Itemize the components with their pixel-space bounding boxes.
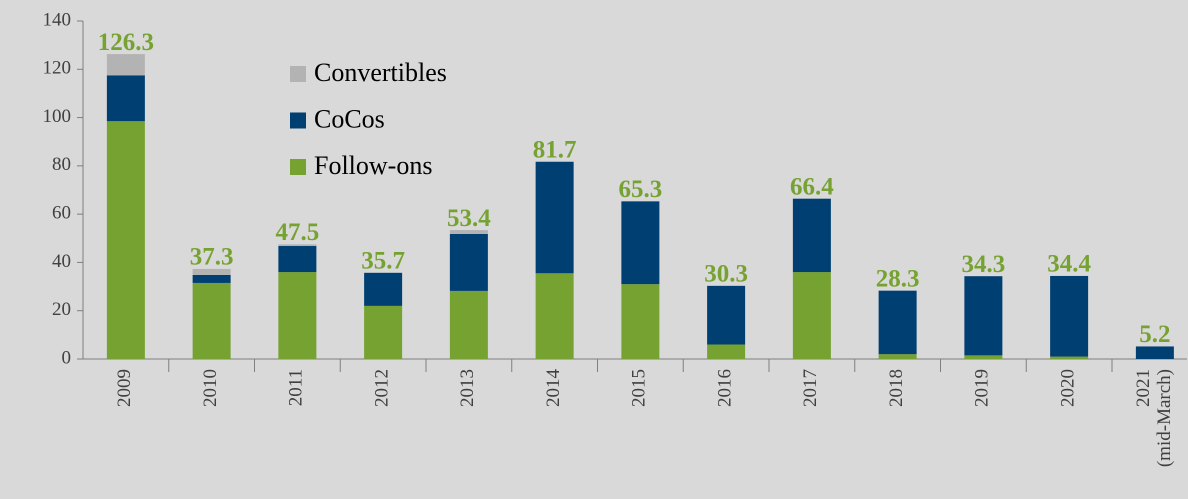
bar-segment <box>535 273 574 359</box>
x-tick-label: 2016 <box>714 369 735 407</box>
bar-segment <box>106 121 145 359</box>
total-label: 47.5 <box>276 219 320 246</box>
x-tick-label: 2014 <box>543 369 564 408</box>
x-tick-label: 2009 <box>114 369 135 407</box>
x-tick-label: 2015 <box>629 369 650 407</box>
total-label: 28.3 <box>876 265 920 292</box>
bar-segment <box>621 201 660 285</box>
bar-segment <box>192 274 231 283</box>
bar-segment <box>535 161 574 274</box>
bar-segment <box>621 284 660 359</box>
total-label: 5.2 <box>1139 321 1170 348</box>
bar-segment <box>449 290 488 359</box>
bar-segment <box>707 285 746 345</box>
total-label: 34.4 <box>1047 251 1091 278</box>
bar-segment <box>792 198 831 273</box>
total-label: 126.3 <box>98 29 154 56</box>
total-label: 35.7 <box>361 248 405 275</box>
bar-segment <box>449 230 488 234</box>
y-tick-label: 20 <box>52 299 71 320</box>
y-tick-label: 40 <box>52 251 71 272</box>
bar-segment <box>878 354 917 359</box>
bar-segment <box>792 272 831 359</box>
legend-label: CoCos <box>314 104 385 133</box>
x-tick-label: 2012 <box>371 369 392 407</box>
x-tick-label: 2018 <box>886 369 907 407</box>
bar-segment <box>106 54 145 76</box>
total-label: 81.7 <box>533 136 577 163</box>
y-tick-label: 0 <box>62 347 72 368</box>
legend-label: Convertibles <box>314 58 447 87</box>
bar-segment <box>106 75 145 122</box>
x-tick-label: 2017 <box>800 369 821 407</box>
bar-segment <box>278 246 317 273</box>
bar-segment <box>449 233 488 291</box>
bar-segment <box>192 268 231 275</box>
x-tick-label: 2013 <box>457 369 478 407</box>
total-label: 37.3 <box>190 244 234 271</box>
total-label: 65.3 <box>619 176 663 203</box>
bar-segment <box>878 290 917 355</box>
bar-segment <box>1135 346 1174 359</box>
x-tick-label: 2019 <box>972 369 993 407</box>
bar-segment <box>964 355 1003 359</box>
x-tick-label: 2011 <box>286 369 307 406</box>
y-tick-label: 140 <box>43 9 72 30</box>
bar-segment <box>1050 275 1089 357</box>
bar-segment <box>964 276 1003 356</box>
legend-swatch <box>290 112 306 129</box>
total-label: 30.3 <box>704 261 748 288</box>
legend-label: Follow-ons <box>314 151 432 180</box>
bar-segment <box>278 272 317 359</box>
bar-segment <box>364 272 403 306</box>
bar-segment <box>364 305 403 359</box>
bar-segment <box>278 244 317 247</box>
x-tick-label: 2020 <box>1057 369 1078 407</box>
total-label: 66.4 <box>790 173 834 200</box>
total-label: 34.3 <box>962 251 1006 278</box>
bar-segment <box>1050 356 1089 359</box>
total-label: 53.4 <box>447 205 491 232</box>
x-tick-label: 2021(mid-March) <box>1133 369 1175 467</box>
y-tick-label: 100 <box>43 106 72 127</box>
bar-segment <box>707 344 746 359</box>
y-tick-label: 60 <box>52 203 71 224</box>
y-tick-label: 120 <box>43 58 72 79</box>
y-tick-label: 80 <box>52 154 71 175</box>
legend-swatch <box>290 159 306 175</box>
x-tick-label: 2010 <box>200 369 221 407</box>
bar-segment <box>192 282 231 359</box>
legend-swatch <box>290 66 306 82</box>
